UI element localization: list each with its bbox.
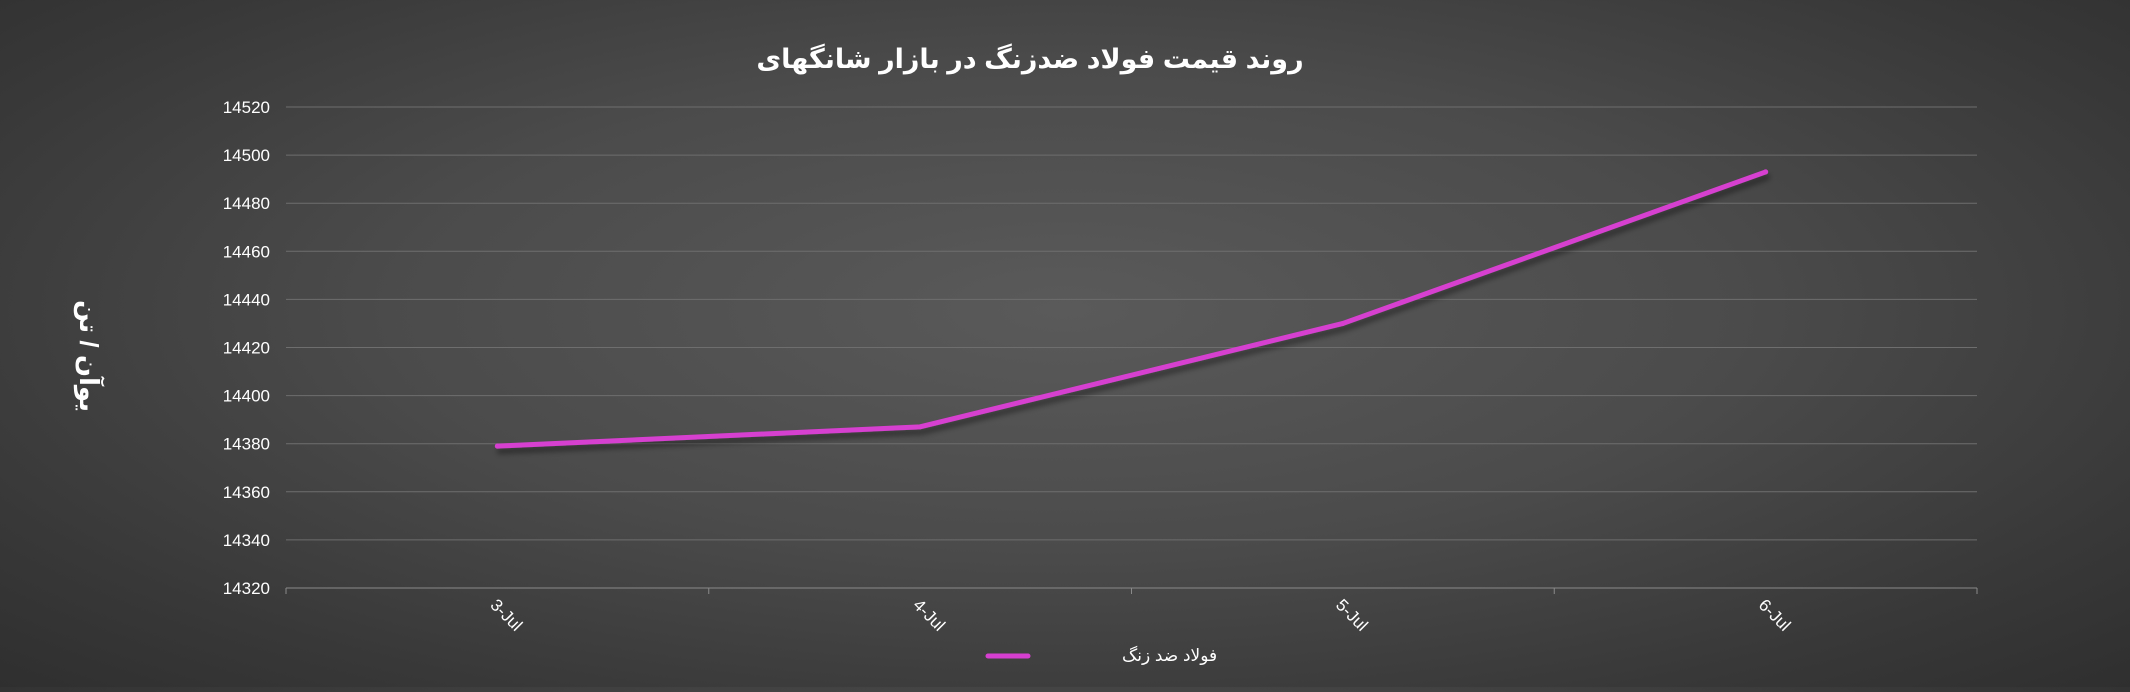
chart-title: روند قیمت فولاد ضدزنگ در بازار شانگهای: [756, 43, 1303, 75]
y-tick-label: 14480: [223, 194, 270, 213]
y-tick-label: 14520: [223, 98, 270, 117]
y-tick-label: 14320: [223, 579, 270, 598]
y-tick-label: 14460: [223, 242, 270, 261]
data-point: [494, 443, 500, 449]
y-tick-label: 14400: [223, 387, 270, 406]
x-tick-label: 4-Jul: [909, 595, 948, 634]
data-point: [1763, 169, 1769, 175]
y-tick-label: 14420: [223, 339, 270, 358]
series-layer: [494, 169, 1769, 449]
data-point: [1340, 320, 1346, 326]
y-axis-ticks: 14320 14340 14360 14380 14400 14420 14440 14460…: [223, 98, 270, 598]
x-tick-label: 3-Jul: [487, 595, 526, 634]
y-tick-label: 14440: [223, 290, 270, 309]
x-tick-label: 6-Jul: [1755, 595, 1794, 634]
gridlines: [285, 106, 1978, 594]
y-axis-label: یوآن / تن: [73, 300, 105, 412]
y-tick-label: 14380: [223, 435, 270, 454]
y-tick-label: 14360: [223, 483, 270, 502]
series-line: [494, 169, 1769, 449]
y-tick-label: 14340: [223, 531, 270, 550]
x-tick-label: 5-Jul: [1332, 595, 1371, 634]
y-tick-label: 14500: [223, 146, 270, 165]
legend-label: فولاد ضد زنگ: [1122, 645, 1217, 665]
x-axis-ticks: 3-Jul 4-Jul 5-Jul 6-Jul: [487, 595, 1795, 634]
legend: فولاد ضد زنگ: [985, 645, 1217, 665]
data-point: [917, 424, 923, 430]
